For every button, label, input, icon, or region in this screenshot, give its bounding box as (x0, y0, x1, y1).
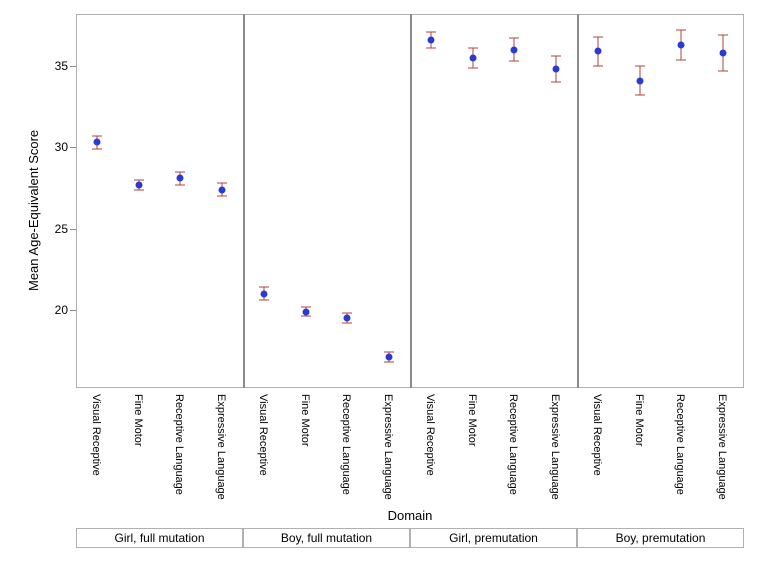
data-point-marker (386, 354, 393, 361)
error-cap (342, 322, 352, 323)
error-cap (426, 31, 436, 32)
error-cap (217, 183, 227, 184)
error-cap (676, 59, 686, 60)
data-point-marker (219, 186, 226, 193)
error-cap (134, 189, 144, 190)
panel-header: Boy, full mutation (243, 528, 410, 548)
data-point-marker (344, 315, 351, 322)
y-tick-mark (70, 310, 76, 311)
error-cap (593, 66, 603, 67)
x-tick-label: Visual Receptive (424, 394, 436, 476)
error-cap (593, 36, 603, 37)
y-tick-mark (70, 147, 76, 148)
x-tick-label: Visual Receptive (257, 394, 269, 476)
error-cap (259, 287, 269, 288)
x-tick-label: Fine Motor (299, 394, 311, 447)
data-point-marker (469, 54, 476, 61)
error-cap (384, 352, 394, 353)
error-cap (92, 148, 102, 149)
x-tick-label: Fine Motor (633, 394, 645, 447)
panel-header: Boy, premutation (577, 528, 744, 548)
data-point-marker (177, 175, 184, 182)
x-tick-label: Visual Receptive (90, 394, 102, 476)
error-cap (635, 95, 645, 96)
panel-divider (577, 14, 579, 388)
x-tick-label: Expressive Language (215, 394, 227, 500)
data-point-marker (636, 77, 643, 84)
error-cap (259, 300, 269, 301)
x-tick-label: Visual Receptive (591, 394, 603, 476)
error-cap (551, 56, 561, 57)
error-cap (718, 35, 728, 36)
data-point-marker (678, 41, 685, 48)
data-point-marker (260, 290, 267, 297)
error-cap (551, 82, 561, 83)
panel-header: Girl, full mutation (76, 528, 243, 548)
data-point-marker (553, 66, 560, 73)
data-point-marker (594, 48, 601, 55)
x-tick-label: Expressive Language (716, 394, 728, 500)
x-tick-label: Expressive Language (549, 394, 561, 500)
data-point-marker (427, 37, 434, 44)
chart-container: Mean Age-Equivalent Score Domain 20 25 30 3… (0, 0, 762, 572)
panel-header: Girl, premutation (410, 528, 577, 548)
y-tick-label: 25 (46, 222, 68, 236)
error-cap (342, 313, 352, 314)
y-tick-mark (70, 229, 76, 230)
error-cap (468, 48, 478, 49)
error-cap (426, 48, 436, 49)
error-cap (718, 70, 728, 71)
data-point-marker (720, 50, 727, 57)
error-cap (509, 38, 519, 39)
y-axis-title: Mean Age-Equivalent Score (26, 130, 41, 291)
x-tick-label: Receptive Language (507, 394, 519, 495)
error-cap (217, 196, 227, 197)
error-cap (134, 179, 144, 180)
panel-divider (243, 14, 245, 388)
y-tick-label: 35 (46, 59, 68, 73)
error-cap (635, 66, 645, 67)
x-axis-title: Domain (76, 508, 744, 523)
data-point-marker (302, 308, 309, 315)
error-cap (676, 30, 686, 31)
y-tick-label: 20 (46, 303, 68, 317)
x-tick-label: Receptive Language (173, 394, 185, 495)
data-point-marker (135, 181, 142, 188)
error-cap (509, 61, 519, 62)
y-tick-label: 30 (46, 140, 68, 154)
error-cap (301, 316, 311, 317)
error-cap (468, 67, 478, 68)
x-tick-label: Receptive Language (340, 394, 352, 495)
x-tick-label: Fine Motor (132, 394, 144, 447)
y-tick-mark (70, 66, 76, 67)
error-cap (175, 171, 185, 172)
x-tick-label: Fine Motor (466, 394, 478, 447)
error-cap (92, 135, 102, 136)
data-point-marker (93, 139, 100, 146)
x-tick-label: Expressive Language (382, 394, 394, 500)
x-tick-label: Receptive Language (674, 394, 686, 495)
data-point-marker (511, 46, 518, 53)
error-cap (384, 361, 394, 362)
panel-divider (410, 14, 412, 388)
error-cap (301, 306, 311, 307)
error-cap (175, 184, 185, 185)
